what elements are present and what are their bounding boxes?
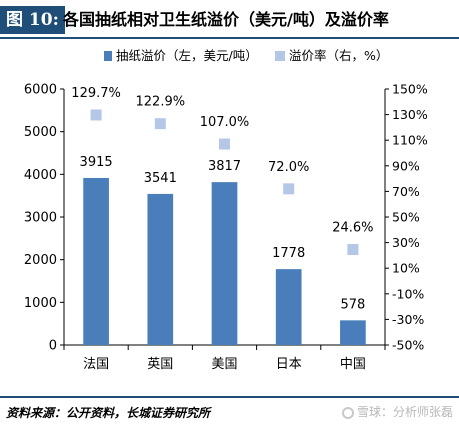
rate-value-label: 107.0% bbox=[200, 115, 250, 130]
chart-legend: 抽纸溢价（左，美元/吨） 溢价率（右，%） bbox=[104, 48, 388, 63]
left-tick-label: 5000 bbox=[24, 125, 57, 140]
right-tick-label: 90% bbox=[392, 158, 420, 173]
left-tick-label: 3000 bbox=[24, 211, 57, 226]
figure-title: 各国抽纸相对卫生纸溢价（美元/吨）及溢价率 bbox=[63, 10, 389, 29]
x-tick-label: 日本 bbox=[276, 357, 302, 372]
marker-series bbox=[90, 109, 359, 256]
bar-series bbox=[83, 177, 366, 345]
legend-label-bar: 抽纸溢价（左，美元/吨） bbox=[116, 48, 258, 63]
title-divider bbox=[0, 37, 459, 39]
premium-chart: 抽纸溢价（左，美元/吨） 溢价率（右，%） 0 1000 2000 3000 4000 50… bbox=[24, 48, 428, 373]
x-tick-label: 法国 bbox=[83, 357, 109, 372]
x-tick-label: 中国 bbox=[340, 357, 366, 372]
right-tick-label: -30% bbox=[392, 312, 424, 327]
bar bbox=[147, 193, 174, 345]
right-tick-label: 70% bbox=[392, 184, 420, 199]
snowball-logo-icon bbox=[341, 407, 354, 419]
bar bbox=[275, 269, 302, 345]
figure-tag: 图 10: bbox=[0, 6, 65, 34]
x-tick-label: 美国 bbox=[211, 357, 237, 372]
rate-value-label: 24.6% bbox=[332, 221, 373, 236]
right-tick-label: 30% bbox=[392, 235, 420, 250]
footer-divider bbox=[0, 396, 459, 398]
right-tick-label: 10% bbox=[392, 261, 420, 276]
rate-value-label: 122.9% bbox=[136, 95, 186, 110]
left-tick-label: 6000 bbox=[24, 83, 57, 98]
premium-rate-marker bbox=[347, 244, 359, 256]
right-tick-label: -50% bbox=[392, 338, 424, 353]
premium-rate-marker bbox=[90, 109, 102, 121]
figure-title-bar: 图 10: 各国抽纸相对卫生纸溢价（美元/吨）及溢价率 bbox=[0, 4, 459, 39]
left-tick-label: 2000 bbox=[24, 253, 57, 268]
rate-value-label: 72.0% bbox=[268, 160, 309, 175]
bar-value-label: 3915 bbox=[80, 155, 113, 170]
premium-rate-marker bbox=[154, 118, 166, 130]
legend-swatch-bar bbox=[104, 51, 112, 61]
premium-rate-marker bbox=[283, 183, 295, 195]
chart-axes: 0 1000 2000 3000 4000 5000 6000 -50% -30% -10% 10%… bbox=[24, 82, 428, 373]
source-note: 资料来源：公开资料，长城证券研究所 bbox=[6, 406, 211, 420]
bar-value-label: 578 bbox=[340, 297, 365, 312]
left-tick-label: 4000 bbox=[24, 168, 57, 183]
right-tick-label: 130% bbox=[392, 107, 428, 122]
bar bbox=[211, 182, 238, 345]
legend-label-marker: 溢价率（右，%） bbox=[289, 48, 388, 63]
watermark: 雪球：分析师张磊 bbox=[341, 403, 453, 420]
bar-value-label: 1778 bbox=[272, 246, 305, 261]
right-tick-label: 110% bbox=[392, 133, 428, 148]
bar bbox=[83, 177, 109, 345]
right-tick-label: 50% bbox=[392, 210, 420, 225]
premium-rate-marker bbox=[219, 138, 230, 150]
left-tick-label: 0 bbox=[49, 339, 57, 354]
right-tick-label: 150% bbox=[392, 82, 428, 97]
watermark-text: 雪球：分析师张磊 bbox=[356, 405, 453, 419]
bar bbox=[340, 320, 366, 345]
bar-value-label: 3541 bbox=[144, 171, 177, 186]
right-tick-label: -10% bbox=[392, 286, 424, 301]
bar-value-label: 3817 bbox=[208, 159, 241, 174]
data-labels: 3915 3541 3817 1778 578 129.7% 122.9% 107.0% 72.… bbox=[71, 86, 373, 312]
left-tick-label: 1000 bbox=[24, 296, 57, 311]
legend-swatch-marker bbox=[275, 51, 285, 61]
rate-value-label: 129.7% bbox=[71, 86, 121, 101]
x-tick-label: 英国 bbox=[147, 357, 173, 372]
